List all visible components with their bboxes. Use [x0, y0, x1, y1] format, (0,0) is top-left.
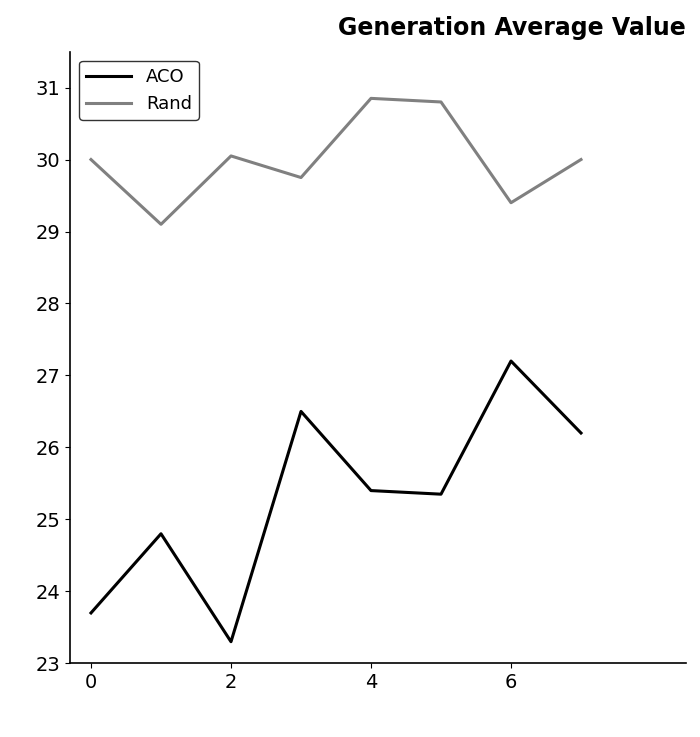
ACO	[437, 490, 445, 499]
Rand	[157, 220, 165, 228]
Rand	[577, 155, 585, 164]
Text: Generation Average Value: Generation Average Value	[338, 16, 686, 40]
Line: Rand: Rand	[91, 98, 581, 224]
Rand	[227, 152, 235, 161]
Rand	[297, 173, 305, 182]
Rand	[87, 155, 95, 164]
Rand	[367, 94, 375, 102]
Line: ACO: ACO	[91, 361, 581, 642]
ACO	[577, 429, 585, 438]
ACO	[297, 407, 305, 416]
ACO	[227, 638, 235, 646]
ACO	[87, 609, 95, 618]
Legend: ACO, Rand: ACO, Rand	[79, 60, 199, 120]
ACO	[367, 486, 375, 495]
ACO	[157, 529, 165, 538]
ACO	[507, 357, 515, 366]
Rand	[437, 97, 445, 106]
Rand	[507, 198, 515, 207]
